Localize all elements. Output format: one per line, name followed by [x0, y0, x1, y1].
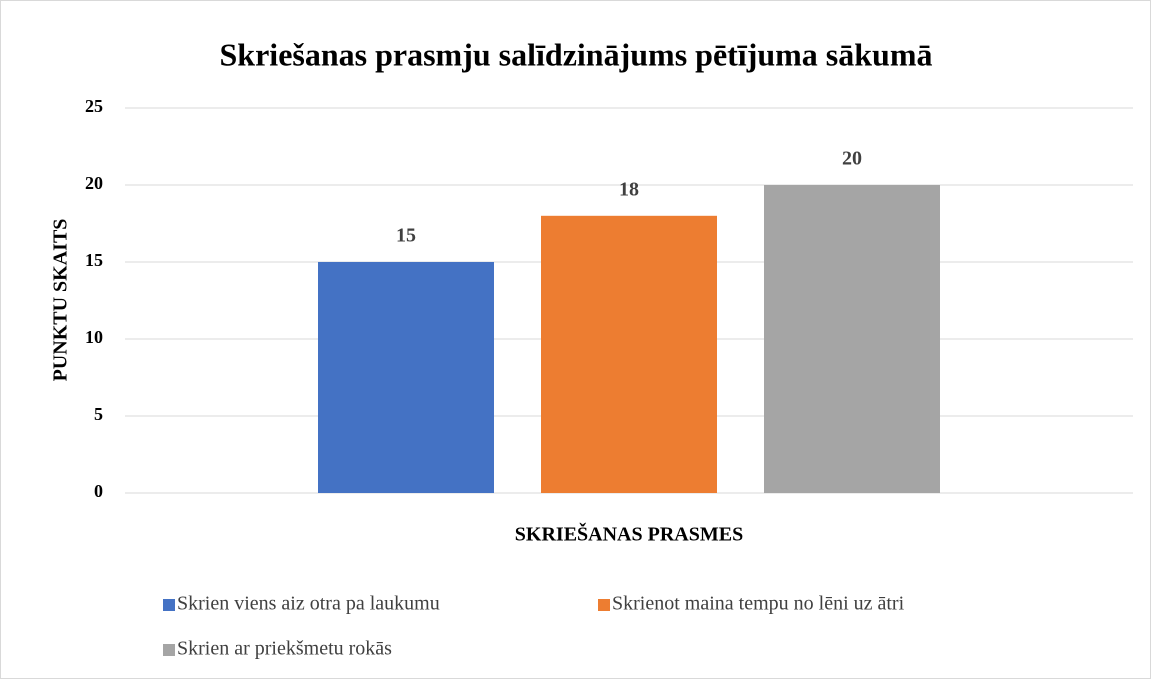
- chart-title: Skriešanas prasmju salīdzinājums pētījum…: [220, 36, 933, 72]
- y-tick-label: 15: [85, 250, 103, 270]
- legend-label: Skrien ar priekšmetu rokās: [177, 638, 392, 660]
- y-tick-label: 10: [85, 327, 103, 347]
- legend-label: Skrienot maina tempu no lēni uz ātri: [612, 593, 905, 615]
- y-axis-label: PUNKTU SKAITS: [50, 219, 72, 382]
- legend-swatch: [598, 599, 610, 611]
- bar: [318, 262, 494, 493]
- legend-label: Skrien viens aiz otra pa laukumu: [177, 593, 440, 615]
- data-label: 15: [396, 225, 416, 247]
- y-tick-label: 20: [85, 173, 103, 193]
- data-label: 18: [619, 178, 639, 200]
- legend-swatch: [163, 599, 175, 611]
- data-label: 20: [842, 148, 862, 170]
- y-tick-label: 0: [94, 481, 103, 501]
- legend-swatch: [163, 644, 175, 656]
- bar: [764, 185, 940, 493]
- x-axis-label: SKRIEŠANAS PRASMES: [515, 522, 743, 546]
- y-tick-label: 5: [94, 404, 103, 424]
- bar: [541, 215, 717, 494]
- y-tick-label: 25: [85, 96, 103, 116]
